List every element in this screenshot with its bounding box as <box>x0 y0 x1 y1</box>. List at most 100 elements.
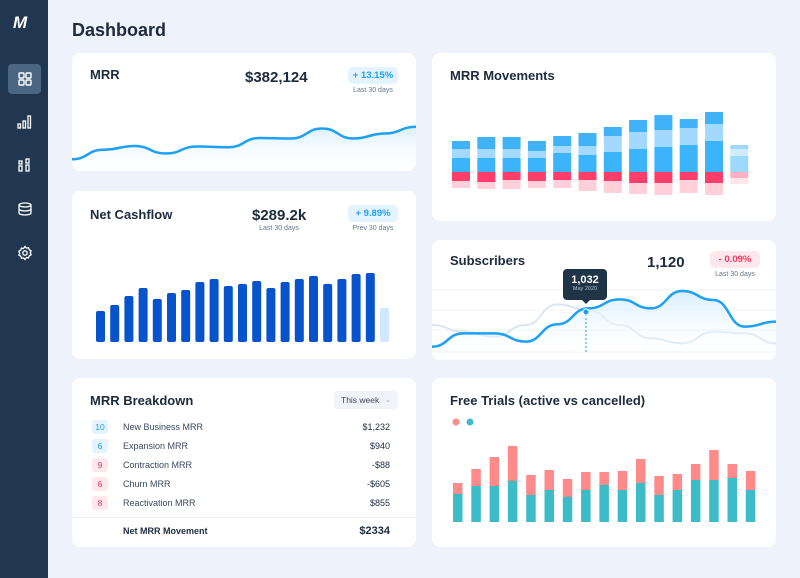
mrr-area <box>72 126 416 171</box>
logo[interactable]: M <box>13 13 27 32</box>
active-trials-bar <box>581 490 591 522</box>
legend-active-dot <box>466 418 474 426</box>
movement-new-bar <box>654 147 673 172</box>
cashflow-bar <box>280 282 290 342</box>
count-badge: 8 <box>92 496 108 510</box>
movement-churn-bar <box>578 180 597 191</box>
movement-new-bar <box>730 156 749 172</box>
cancelled-trials-bar <box>672 474 683 490</box>
breakdown-row: 8 Reactivation MRR $855 <box>92 495 390 511</box>
movement-expansion-bar <box>629 132 648 149</box>
cashflow-bar <box>195 282 205 342</box>
cashflow-bar <box>110 305 120 342</box>
cashflow-bar <box>294 279 304 342</box>
breakdown-row: 9 Contraction MRR -$88 <box>92 457 390 473</box>
mrr-line-chart <box>72 125 416 171</box>
active-trials-bar <box>709 480 719 522</box>
nav-reports[interactable] <box>8 107 41 137</box>
page-title: Dashboard <box>72 20 167 40</box>
movement-churn-bar <box>553 180 572 188</box>
active-trials-bar <box>727 478 737 522</box>
count-badge: 6 <box>92 477 108 491</box>
movement-expansion-bar <box>578 146 597 155</box>
row-value: -$88 <box>371 460 390 470</box>
movement-contraction-bar <box>553 172 572 180</box>
active-trials-bar <box>562 497 573 522</box>
movement-churn-bar <box>730 178 749 184</box>
movement-reactivation-bar <box>705 112 723 124</box>
movement-expansion-bar <box>654 130 673 147</box>
cashflow-bar <box>266 288 276 342</box>
cashflow-bar <box>152 299 162 342</box>
row-value: $855 <box>369 498 390 508</box>
cancelled-trials-bar <box>453 483 463 494</box>
cancelled-trials-bar <box>526 475 536 495</box>
cashflow-bar <box>223 286 233 342</box>
movement-contraction-bar <box>730 172 749 178</box>
cashflow-bar <box>181 290 191 342</box>
mrr-change-badge: + 13.15% <box>348 67 398 84</box>
subscribers-title: Subscribers <box>450 253 526 268</box>
period-dropdown[interactable]: This week ⌄ <box>334 391 398 409</box>
nav-analytics[interactable] <box>8 150 41 180</box>
cancelled-trials-bar <box>562 479 573 497</box>
cashflow-bar <box>337 279 347 342</box>
active-trials-bar <box>471 486 481 522</box>
movement-expansion-bar <box>527 151 546 158</box>
movement-reactivation-bar <box>477 137 496 149</box>
row-value: $1,232 <box>362 422 390 432</box>
subscribers-change-badge: - 0.09% <box>710 251 760 268</box>
active-trials-bar <box>617 490 628 522</box>
movement-reactivation-bar <box>452 141 470 149</box>
nav-settings[interactable] <box>8 238 41 268</box>
nav-data[interactable] <box>8 194 41 224</box>
legend-cancelled-dot <box>452 418 460 426</box>
movement-new-bar <box>629 149 648 172</box>
cashflow-bar <box>167 293 176 342</box>
cancelled-trials-bar <box>471 469 481 486</box>
grid-icon <box>17 72 32 86</box>
movement-reactivation-bar <box>654 115 673 130</box>
cashflow-badge-period: Prev 30 days <box>352 225 394 232</box>
cashflow-bar <box>380 308 389 342</box>
movement-churn-bar <box>477 182 496 189</box>
movement-reactivation-bar <box>730 145 749 149</box>
breakdown-row: 6 Expansion MRR $940 <box>92 438 390 454</box>
row-label: Churn MRR <box>123 479 171 489</box>
movement-reactivation-bar <box>603 127 622 136</box>
active-trials-bar <box>745 490 756 522</box>
active-trials-bar <box>654 495 664 522</box>
movement-contraction-bar <box>679 172 698 180</box>
movement-expansion-bar <box>679 128 698 145</box>
cancelled-trials-bar <box>507 446 518 481</box>
trials-card: Free Trials (active vs cancelled) <box>432 378 776 547</box>
active-trials-bar <box>453 494 463 522</box>
cancelled-trials-bar <box>636 459 646 483</box>
movement-contraction-bar <box>452 172 470 181</box>
cashflow-bar <box>124 296 134 342</box>
movement-expansion-bar <box>477 149 496 158</box>
movement-churn-bar <box>527 181 546 188</box>
movements-title: MRR Movements <box>450 68 555 83</box>
movement-churn-bar <box>679 180 698 193</box>
active-trials-bar <box>690 480 701 522</box>
movements-bar-chart <box>452 112 749 195</box>
movement-new-bar <box>679 145 698 172</box>
nav-dashboard[interactable] <box>8 64 41 94</box>
movement-reactivation-bar <box>578 133 597 146</box>
cancelled-trials-bar <box>690 464 701 480</box>
tooltip-value: 1,032 <box>571 274 599 286</box>
tooltip-marker <box>582 308 590 316</box>
period-dropdown-value: This week <box>341 395 380 405</box>
movement-churn-bar <box>502 180 521 189</box>
movement-churn-bar <box>603 181 622 193</box>
movement-new-bar <box>578 155 597 172</box>
movement-contraction-bar <box>603 172 622 181</box>
trials-title: Free Trials (active vs cancelled) <box>450 393 646 408</box>
subscribers-card: Subscribers 1,120 - 0.09% Last 30 days 1… <box>432 240 776 360</box>
row-label: New Business MRR <box>123 422 204 432</box>
count-badge: 9 <box>92 458 108 472</box>
active-trials-bar <box>507 481 518 522</box>
movement-expansion-bar <box>553 146 572 153</box>
row-label: Contraction MRR <box>123 460 193 470</box>
